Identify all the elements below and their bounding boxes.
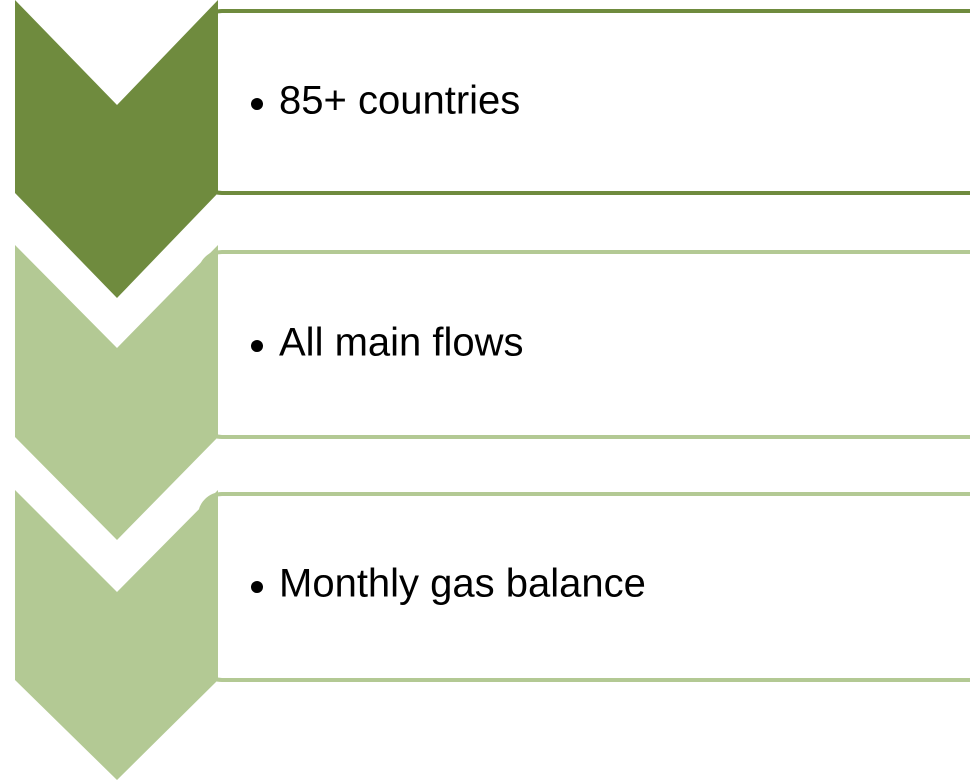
item-text: Monthly gas balance [279, 562, 646, 606]
item-text: 85+ countries [279, 79, 520, 123]
bullet [251, 340, 263, 352]
chevron [15, 245, 218, 540]
item-text: All main flows [279, 321, 524, 365]
chevron [15, 0, 218, 298]
bullet [251, 98, 263, 110]
chevron [15, 490, 218, 780]
bullet [251, 581, 263, 593]
